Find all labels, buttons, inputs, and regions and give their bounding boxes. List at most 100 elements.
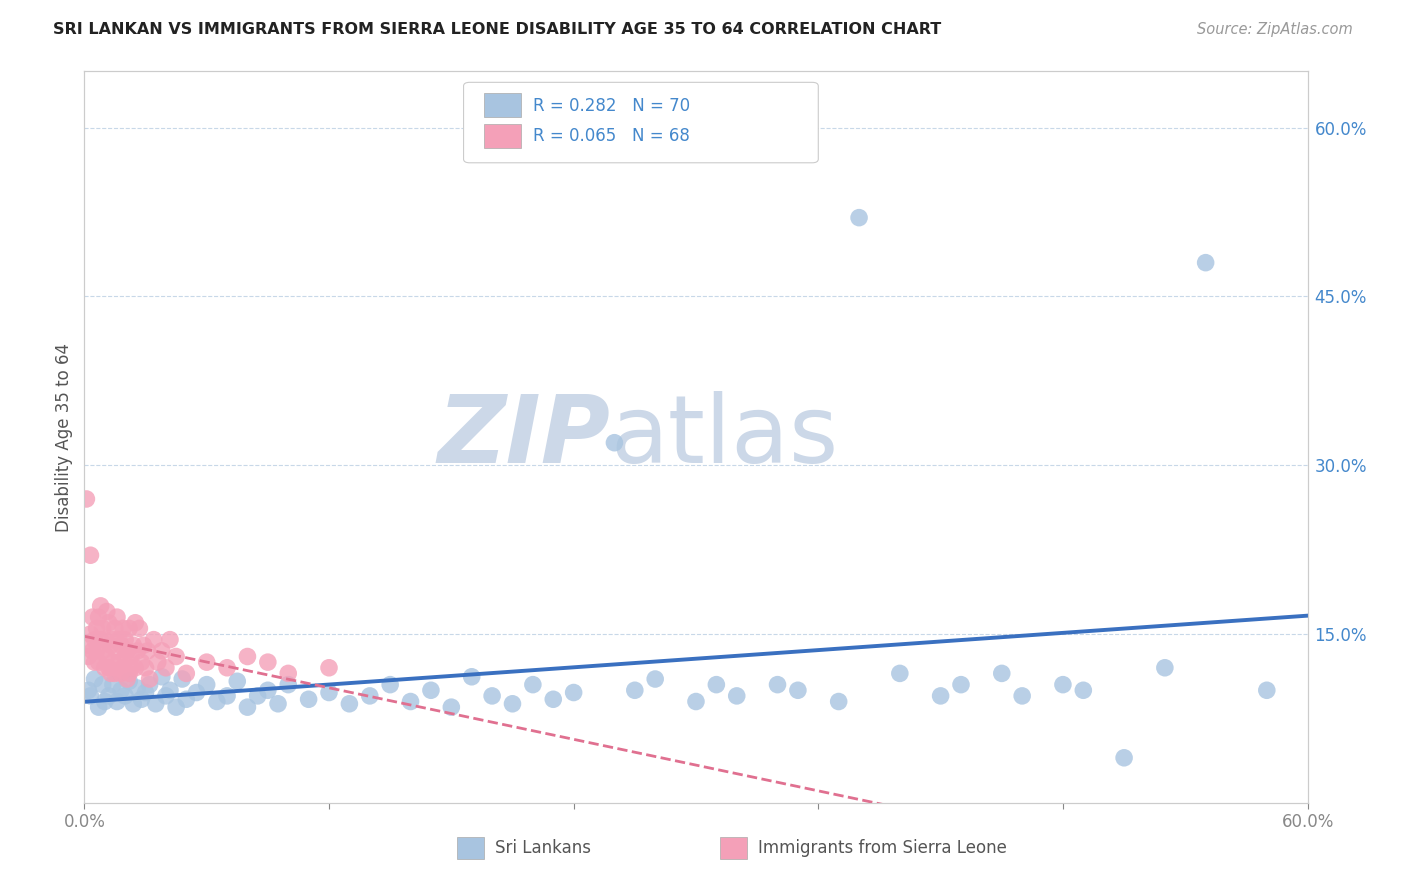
Point	[87, 610, 110, 624]
Point	[174, 666, 197, 681]
Point	[226, 674, 249, 689]
Point	[114, 689, 136, 703]
Point	[100, 638, 122, 652]
Point	[145, 697, 167, 711]
Point	[359, 689, 381, 703]
Point	[79, 548, 101, 562]
Point	[420, 683, 443, 698]
Point	[787, 683, 810, 698]
Point	[108, 632, 131, 647]
Point	[75, 491, 97, 506]
Point	[79, 627, 101, 641]
Point	[889, 666, 911, 681]
Point	[104, 621, 127, 635]
Point	[159, 683, 181, 698]
Point	[277, 666, 299, 681]
Point	[146, 655, 169, 669]
Point	[685, 694, 707, 708]
FancyBboxPatch shape	[464, 82, 818, 163]
Point	[1154, 661, 1177, 675]
Point	[172, 672, 194, 686]
Point	[97, 689, 120, 703]
Point	[543, 692, 565, 706]
Text: Sri Lankans: Sri Lankans	[495, 839, 592, 857]
Text: SRI LANKAN VS IMMIGRANTS FROM SIERRA LEONE DISABILITY AGE 35 TO 64 CORRELATION C: SRI LANKAN VS IMMIGRANTS FROM SIERRA LEO…	[53, 22, 942, 37]
Point	[83, 672, 105, 686]
Point	[1114, 751, 1136, 765]
Point	[112, 621, 135, 635]
Point	[195, 678, 218, 692]
Point	[766, 678, 789, 692]
Point	[277, 678, 299, 692]
Point	[82, 610, 104, 624]
Point	[236, 700, 259, 714]
Point	[399, 694, 422, 708]
Point	[150, 644, 173, 658]
Point	[110, 638, 132, 652]
Point	[991, 666, 1014, 681]
Point	[155, 689, 177, 703]
Point	[97, 615, 120, 630]
FancyBboxPatch shape	[720, 838, 748, 859]
Point	[186, 685, 208, 699]
Point	[205, 694, 228, 708]
Point	[77, 683, 100, 698]
Point	[481, 689, 503, 703]
Point	[217, 661, 239, 675]
Point	[87, 700, 110, 714]
Point	[90, 599, 112, 613]
Point	[142, 632, 165, 647]
Point	[93, 694, 115, 708]
Point	[236, 649, 259, 664]
Point	[122, 697, 145, 711]
Point	[104, 666, 127, 681]
Point	[112, 661, 135, 675]
Point	[562, 685, 585, 699]
Point	[101, 678, 124, 692]
Point	[1052, 678, 1074, 692]
Point	[155, 661, 177, 675]
Point	[195, 655, 218, 669]
FancyBboxPatch shape	[457, 838, 484, 859]
Point	[82, 644, 104, 658]
Point	[440, 700, 463, 714]
Point	[131, 655, 153, 669]
Point	[120, 649, 142, 664]
Text: ZIP: ZIP	[437, 391, 610, 483]
Point	[150, 670, 173, 684]
Point	[217, 689, 239, 703]
Point	[124, 615, 146, 630]
Point	[131, 692, 153, 706]
Point	[114, 632, 136, 647]
Point	[110, 666, 132, 681]
Text: Source: ZipAtlas.com: Source: ZipAtlas.com	[1197, 22, 1353, 37]
Point	[136, 644, 159, 658]
Point	[127, 644, 149, 658]
Point	[115, 644, 138, 658]
Point	[91, 644, 114, 658]
Point	[105, 610, 128, 624]
Point	[950, 678, 973, 692]
Point	[1073, 683, 1095, 698]
Point	[87, 655, 110, 669]
Point	[257, 683, 280, 698]
Point	[298, 692, 321, 706]
Point	[105, 694, 128, 708]
Point	[138, 678, 160, 692]
FancyBboxPatch shape	[484, 94, 522, 118]
Point	[93, 661, 115, 675]
Point	[522, 678, 544, 692]
Point	[929, 689, 952, 703]
Point	[1195, 255, 1218, 269]
Point	[380, 678, 402, 692]
Point	[174, 692, 197, 706]
Point	[165, 649, 187, 664]
Point	[91, 678, 114, 692]
Point	[848, 211, 870, 225]
Point	[603, 435, 626, 450]
Point	[114, 649, 136, 664]
Point	[165, 700, 187, 714]
Point	[502, 697, 524, 711]
Point	[267, 697, 290, 711]
Point	[110, 683, 132, 698]
